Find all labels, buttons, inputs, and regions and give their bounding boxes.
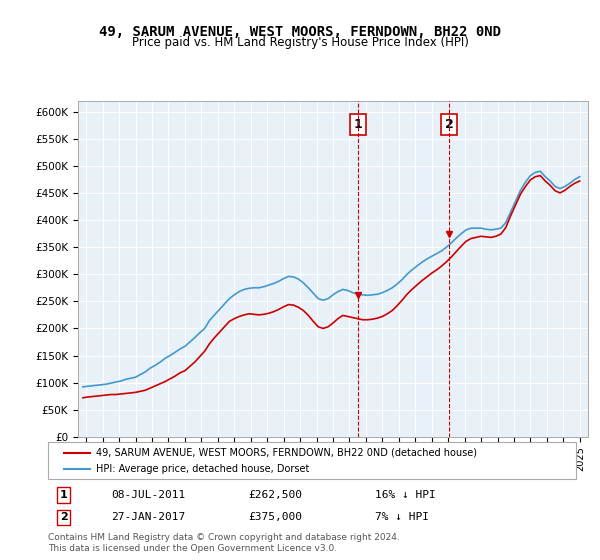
Text: 08-JUL-2011: 08-JUL-2011 (112, 490, 185, 500)
Text: 16% ↓ HPI: 16% ↓ HPI (376, 490, 436, 500)
Text: 1: 1 (60, 490, 68, 500)
Text: HPI: Average price, detached house, Dorset: HPI: Average price, detached house, Dors… (95, 464, 309, 474)
Text: 49, SARUM AVENUE, WEST MOORS, FERNDOWN, BH22 0ND: 49, SARUM AVENUE, WEST MOORS, FERNDOWN, … (99, 25, 501, 39)
Text: 2: 2 (60, 512, 68, 522)
Text: 7% ↓ HPI: 7% ↓ HPI (376, 512, 430, 522)
Text: 49, SARUM AVENUE, WEST MOORS, FERNDOWN, BH22 0ND (detached house): 49, SARUM AVENUE, WEST MOORS, FERNDOWN, … (95, 447, 476, 458)
FancyBboxPatch shape (48, 442, 576, 479)
Text: £375,000: £375,000 (248, 512, 302, 522)
Text: 1: 1 (353, 118, 362, 131)
Text: 2: 2 (445, 118, 454, 131)
Text: £262,500: £262,500 (248, 490, 302, 500)
Text: 27-JAN-2017: 27-JAN-2017 (112, 512, 185, 522)
Text: Price paid vs. HM Land Registry's House Price Index (HPI): Price paid vs. HM Land Registry's House … (131, 36, 469, 49)
Text: Contains HM Land Registry data © Crown copyright and database right 2024.
This d: Contains HM Land Registry data © Crown c… (48, 533, 400, 553)
